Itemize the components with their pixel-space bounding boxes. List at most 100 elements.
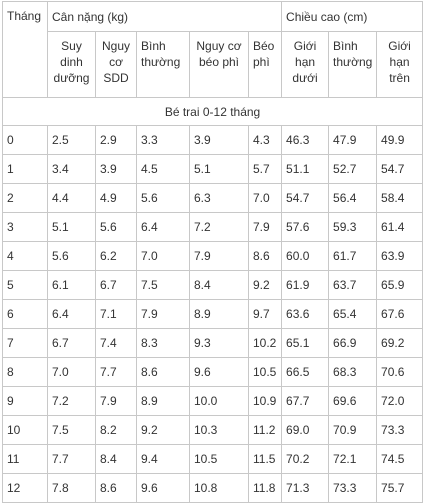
value-cell: 2.5 — [47, 125, 96, 155]
weight-col-header: Nguy cơ béo phì — [189, 31, 249, 98]
value-cell: 54.7 — [281, 183, 330, 213]
value-cell: 47.9 — [328, 125, 378, 155]
value-cell: 70.9 — [328, 415, 378, 445]
month-cell: 5 — [2, 270, 48, 300]
value-cell: 2.9 — [95, 125, 137, 155]
table-row: 7 6.7 7.4 8.3 9.3 10.2 65.1 66.9 69.2 — [2, 328, 424, 358]
value-cell: 11.8 — [247, 473, 283, 503]
value-cell: 10.5 — [247, 357, 283, 387]
value-cell: 7.9 — [136, 299, 190, 329]
value-cell: 7.4 — [95, 328, 137, 358]
value-cell: 67.7 — [281, 386, 330, 416]
table-row: 11 7.7 8.4 9.4 10.5 11.5 70.2 72.1 74.5 — [2, 444, 424, 474]
table-row: 1 3.4 3.9 4.5 5.1 5.7 51.1 52.7 54.7 — [2, 154, 424, 184]
value-cell: 5.1 — [47, 212, 96, 242]
height-col-header: Bình thường — [328, 31, 378, 98]
value-cell: 9.2 — [247, 270, 283, 300]
value-cell: 4.9 — [95, 183, 137, 213]
value-cell: 69.2 — [376, 328, 424, 358]
month-cell: 1 — [2, 154, 48, 184]
value-cell: 71.3 — [281, 473, 330, 503]
table-row: 5 6.1 6.7 7.5 8.4 9.2 61.9 63.7 65.9 — [2, 270, 424, 300]
height-col-header: Giới hạn dưới — [281, 31, 330, 98]
value-cell: 72.1 — [328, 444, 378, 474]
value-cell: 57.6 — [281, 212, 330, 242]
value-cell: 63.6 — [281, 299, 330, 329]
weight-col-header: Béo phì — [247, 31, 283, 98]
month-cell: 9 — [2, 386, 48, 416]
table-row: 3 5.1 5.6 6.4 7.2 7.9 57.6 59.3 61.4 — [2, 212, 424, 242]
value-cell: 7.0 — [136, 241, 190, 271]
value-cell: 8.6 — [136, 357, 190, 387]
value-cell: 66.5 — [281, 357, 330, 387]
value-cell: 9.3 — [189, 328, 249, 358]
value-cell: 7.0 — [247, 183, 283, 213]
value-cell: 5.6 — [95, 212, 137, 242]
value-cell: 8.4 — [189, 270, 249, 300]
month-cell: 6 — [2, 299, 48, 329]
value-cell: 9.6 — [189, 357, 249, 387]
value-cell: 51.1 — [281, 154, 330, 184]
value-cell: 7.2 — [189, 212, 249, 242]
value-cell: 61.7 — [328, 241, 378, 271]
month-cell: 11 — [2, 444, 48, 474]
value-cell: 10.2 — [247, 328, 283, 358]
table-row: 2 4.4 4.9 5.6 6.3 7.0 54.7 56.4 58.4 — [2, 183, 424, 213]
value-cell: 60.0 — [281, 241, 330, 271]
value-cell: 7.7 — [95, 357, 137, 387]
value-cell: 46.3 — [281, 125, 330, 155]
table-row: 0 2.5 2.9 3.3 3.9 4.3 46.3 47.9 49.9 — [2, 125, 424, 155]
value-cell: 7.2 — [47, 386, 96, 416]
value-cell: 8.2 — [95, 415, 137, 445]
value-cell: 75.7 — [376, 473, 424, 503]
table-row: 4 5.6 6.2 7.0 7.9 8.6 60.0 61.7 63.9 — [2, 241, 424, 271]
value-cell: 9.4 — [136, 444, 190, 474]
month-cell: 3 — [2, 212, 48, 242]
weight-col-header: Nguy cơ SDD — [95, 31, 137, 98]
month-cell: 12 — [2, 473, 48, 503]
value-cell: 10.3 — [189, 415, 249, 445]
value-cell: 3.9 — [95, 154, 137, 184]
value-cell: 61.9 — [281, 270, 330, 300]
value-cell: 5.6 — [47, 241, 96, 271]
value-cell: 7.9 — [247, 212, 283, 242]
value-cell: 10.8 — [189, 473, 249, 503]
value-cell: 5.1 — [189, 154, 249, 184]
value-cell: 9.6 — [136, 473, 190, 503]
value-cell: 69.0 — [281, 415, 330, 445]
value-cell: 11.2 — [247, 415, 283, 445]
value-cell: 70.2 — [281, 444, 330, 474]
weight-group-header: Cân nặng (kg) — [46, 1, 283, 32]
value-cell: 10.9 — [247, 386, 283, 416]
month-cell: 10 — [2, 415, 48, 445]
value-cell: 10.5 — [189, 444, 249, 474]
value-cell: 63.7 — [328, 270, 378, 300]
height-group-header: Chiều cao (cm) — [281, 1, 424, 32]
value-cell: 6.7 — [95, 270, 137, 300]
value-cell: 8.9 — [189, 299, 249, 329]
value-cell: 61.4 — [376, 212, 424, 242]
header-row-1: Tháng Cân nặng (kg) Chiều cao (cm) — [2, 1, 424, 98]
value-cell: 7.9 — [95, 386, 137, 416]
value-cell: 6.1 — [47, 270, 96, 300]
month-cell: 2 — [2, 183, 48, 213]
value-cell: 9.7 — [247, 299, 283, 329]
table-row: 10 7.5 8.2 9.2 10.3 11.2 69.0 70.9 73.3 — [2, 415, 424, 445]
value-cell: 70.6 — [376, 357, 424, 387]
table-row: 8 7.0 7.7 8.6 9.6 10.5 66.5 68.3 70.6 — [2, 357, 424, 387]
value-cell: 63.9 — [376, 241, 424, 271]
value-cell: 68.3 — [328, 357, 378, 387]
table-row: 6 6.4 7.1 7.9 8.9 9.7 63.6 65.4 67.6 — [2, 299, 424, 329]
value-cell: 72.0 — [376, 386, 424, 416]
month-cell: 0 — [2, 125, 48, 155]
value-cell: 10.0 — [189, 386, 249, 416]
value-cell: 6.4 — [47, 299, 96, 329]
weight-col-header: Bình thường — [136, 31, 190, 98]
value-cell: 8.6 — [95, 473, 137, 503]
month-cell: 7 — [2, 328, 48, 358]
value-cell: 7.8 — [47, 473, 96, 503]
value-cell: 7.0 — [47, 357, 96, 387]
value-cell: 11.5 — [247, 444, 283, 474]
month-header: Tháng — [2, 1, 48, 98]
